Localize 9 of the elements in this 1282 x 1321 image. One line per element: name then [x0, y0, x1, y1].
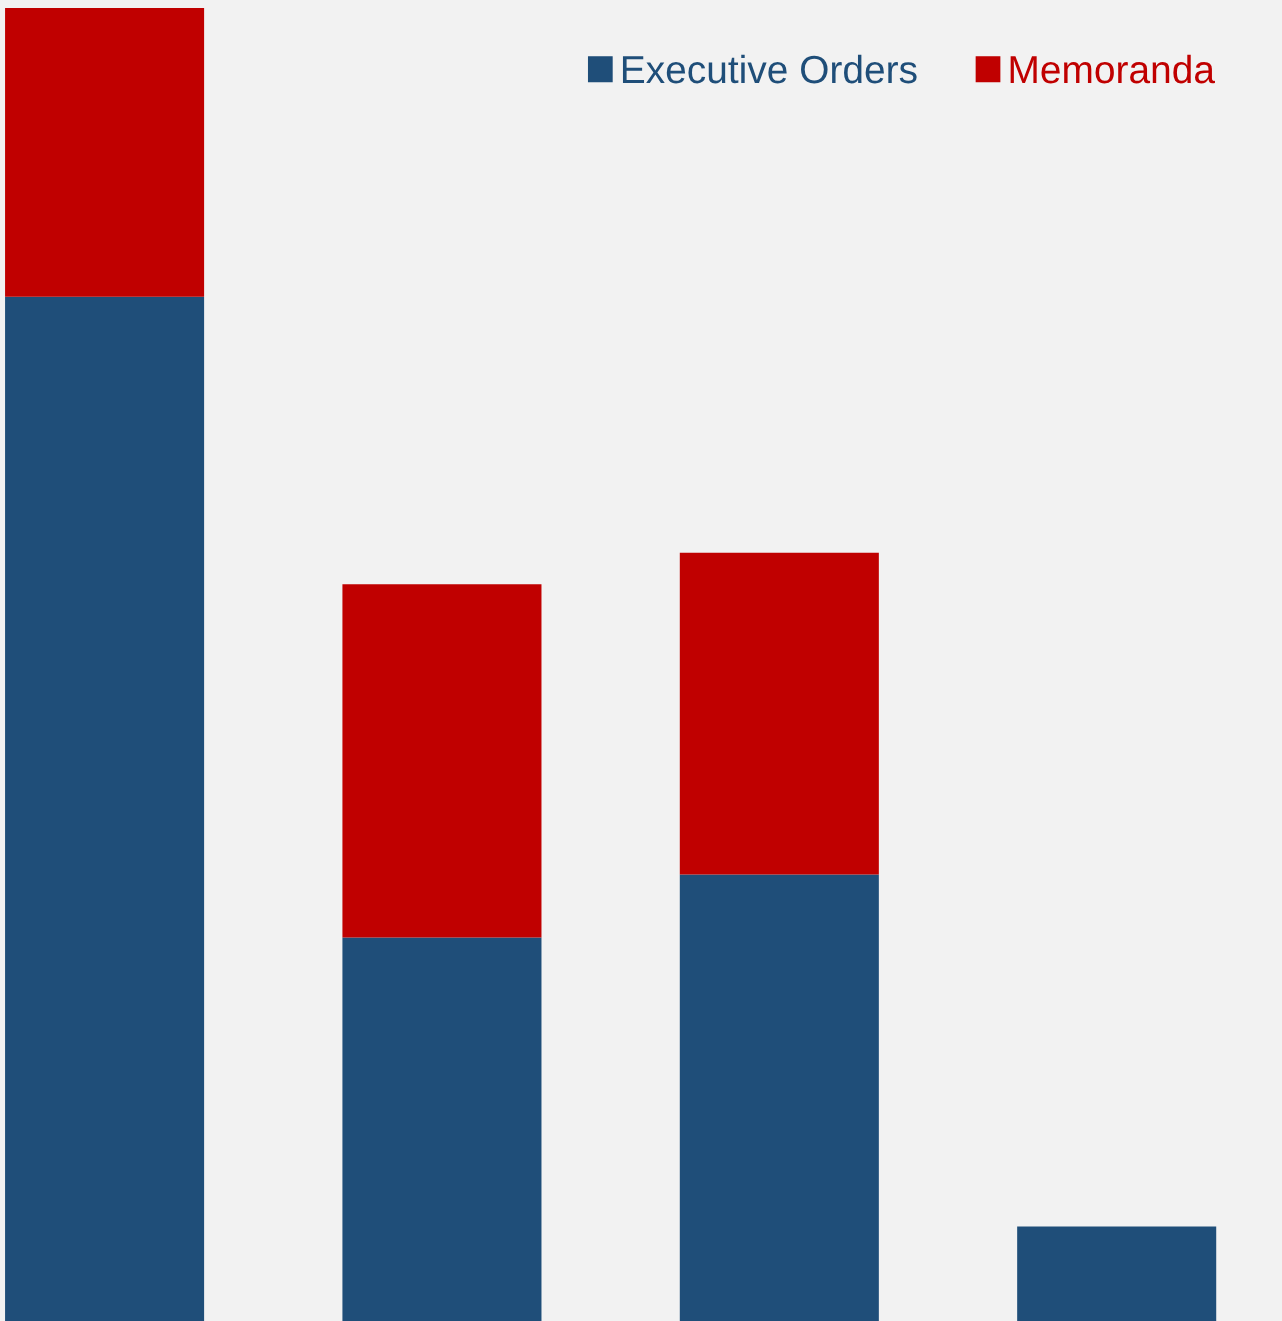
bar: [1017, 1226, 1217, 1321]
bar: [679, 552, 879, 875]
bar: [679, 874, 879, 1321]
legend-label: Executive Orders: [622, 54, 917, 84]
bar: [342, 937, 542, 1321]
legend-label: Memoranda: [1010, 54, 1215, 84]
bar: [342, 584, 542, 938]
bar: [5, 7, 205, 297]
bar: [5, 296, 205, 1321]
